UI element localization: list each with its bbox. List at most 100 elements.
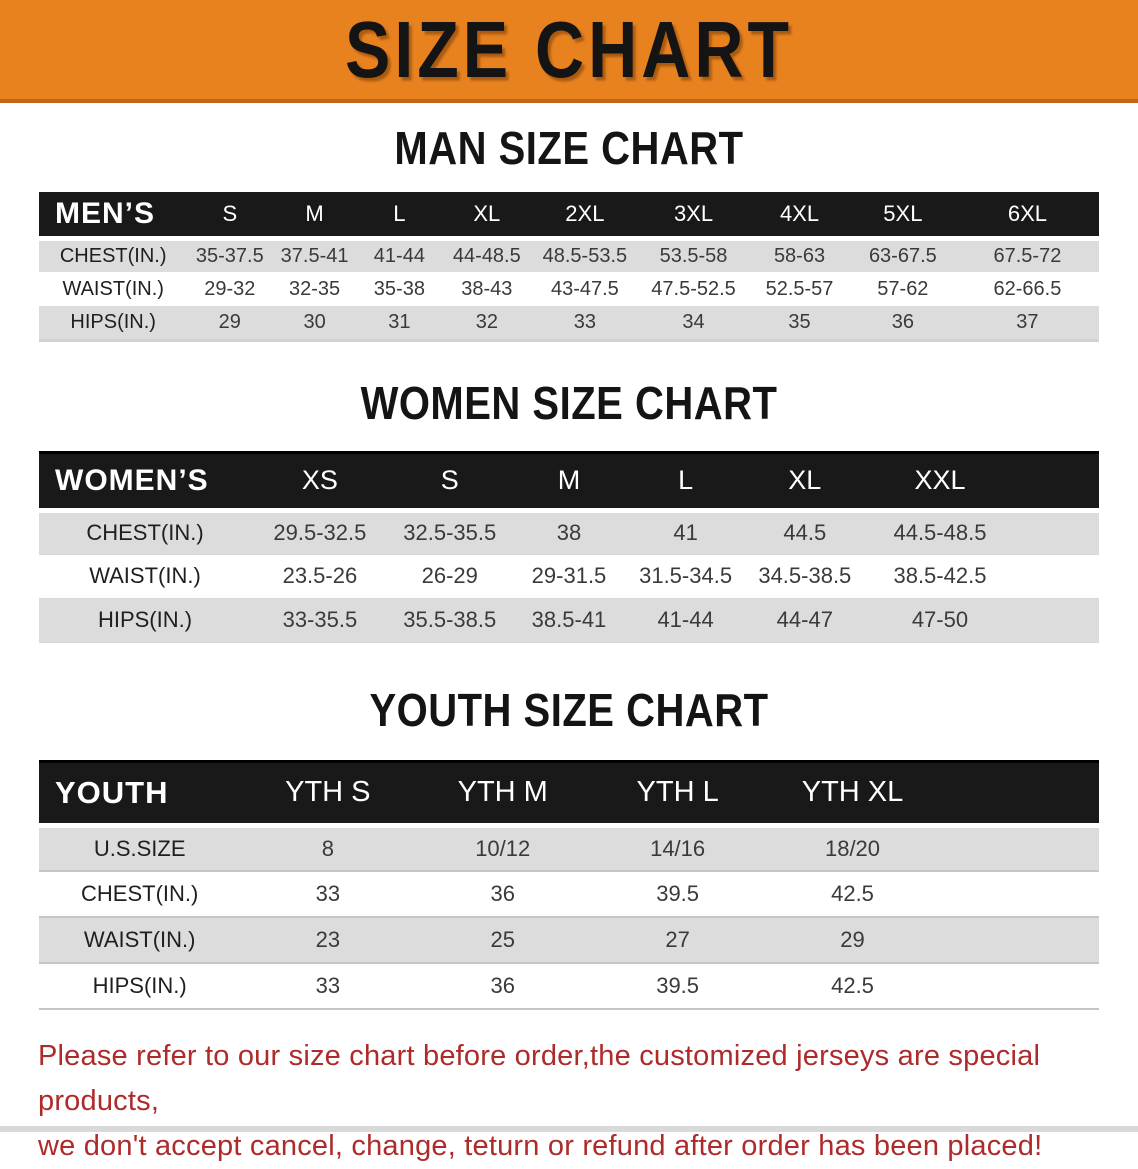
value-cell: 29-31.5	[510, 554, 628, 599]
value-cell: 44-47	[743, 598, 866, 643]
value-cell: 27	[590, 917, 766, 964]
value-cell: 23.5-26	[251, 554, 389, 599]
value-cell: 37.5-41	[272, 238, 357, 272]
men-col-header-m: M	[272, 192, 357, 241]
value-cell: 33	[240, 963, 416, 1010]
value-cell: 41-44	[627, 598, 744, 643]
men-hips-row: HIPS(IN.) 29 30 31 32 33 34 35 36 37	[39, 306, 1099, 342]
value-cell: 36	[415, 963, 591, 1010]
disclaimer-line-1: Please refer to our size chart before or…	[38, 1040, 1041, 1117]
row-label: WAIST(IN.)	[39, 554, 251, 599]
value-cell: 30	[272, 306, 357, 342]
women-section-heading: WOMEN SIZE CHART	[0, 378, 1138, 429]
value-cell: 47-50	[865, 598, 1015, 643]
value-cell: 38.5-42.5	[865, 554, 1015, 599]
value-cell: 34	[637, 306, 750, 342]
women-waist-row: WAIST(IN.) 23.5-26 26-29 29-31.5 31.5-34…	[39, 554, 1099, 599]
women-corner-label: WOMEN’S	[39, 450, 251, 513]
men-col-header-3xl: 3XL	[637, 192, 750, 241]
value-cell: 44.5	[743, 510, 866, 555]
women-col-header-xl: XL	[743, 450, 866, 513]
men-col-header-l: L	[356, 192, 442, 241]
value-cell: 25	[415, 917, 591, 964]
value-cell: 38.5-41	[510, 598, 628, 643]
men-col-header-4xl: 4XL	[749, 192, 850, 241]
spacer-cell	[939, 963, 1099, 1010]
disclaimer-text: Please refer to our size chart before or…	[38, 1034, 1118, 1169]
youth-col-header-m: YTH M	[415, 759, 591, 828]
value-cell: 26-29	[388, 554, 511, 599]
men-col-header-xl: XL	[441, 192, 532, 241]
value-cell: 41-44	[356, 238, 442, 272]
row-label: HIPS(IN.)	[39, 306, 188, 342]
row-label: HIPS(IN.)	[39, 963, 241, 1010]
value-cell: 43-47.5	[531, 272, 638, 306]
row-label: CHEST(IN.)	[39, 238, 188, 272]
value-cell: 32.5-35.5	[388, 510, 511, 555]
women-size-table: WOMEN’S XS S M L XL XXL CHEST(IN.) 29.5-…	[39, 450, 1099, 643]
row-label: HIPS(IN.)	[39, 598, 251, 643]
men-col-header-2xl: 2XL	[531, 192, 638, 241]
row-label: U.S.SIZE	[39, 825, 241, 872]
value-cell: 10/12	[415, 825, 591, 872]
value-cell: 36	[849, 306, 956, 342]
page-title: SIZE CHART	[345, 4, 793, 95]
value-cell: 35.5-38.5	[388, 598, 511, 643]
men-col-header-5xl: 5XL	[849, 192, 956, 241]
youth-ussize-row: U.S.SIZE 8 10/12 14/16 18/20	[39, 825, 1099, 872]
youth-section-heading: YOUTH SIZE CHART	[0, 685, 1138, 736]
value-cell: 57-62	[849, 272, 956, 306]
value-cell: 29-32	[187, 272, 273, 306]
youth-hips-row: HIPS(IN.) 33 36 39.5 42.5	[39, 963, 1099, 1010]
women-col-header-xs: XS	[251, 450, 389, 513]
bottom-edge-strip	[0, 1126, 1138, 1132]
value-cell: 29.5-32.5	[251, 510, 389, 555]
spacer-cell	[1014, 598, 1099, 643]
row-label: CHEST(IN.)	[39, 871, 241, 918]
spacer-cell	[939, 759, 1099, 828]
value-cell: 29	[765, 917, 940, 964]
youth-chest-row: CHEST(IN.) 33 36 39.5 42.5	[39, 871, 1099, 918]
youth-waist-row: WAIST(IN.) 23 25 27 29	[39, 917, 1099, 964]
value-cell: 18/20	[765, 825, 940, 872]
value-cell: 33	[531, 306, 638, 342]
women-col-header-xxl: XXL	[865, 450, 1015, 513]
youth-section-heading-text: YOUTH SIZE CHART	[369, 685, 769, 736]
men-col-header-s: S	[187, 192, 273, 241]
value-cell: 42.5	[765, 963, 940, 1010]
spacer-cell	[1014, 510, 1099, 555]
value-cell: 23	[240, 917, 416, 964]
spacer-cell	[939, 917, 1099, 964]
value-cell: 36	[415, 871, 591, 918]
value-cell: 34.5-38.5	[743, 554, 866, 599]
value-cell: 35	[749, 306, 850, 342]
value-cell: 58-63	[749, 238, 850, 272]
youth-header-row: YOUTH YTH S YTH M YTH L YTH XL	[39, 759, 1099, 828]
value-cell: 14/16	[590, 825, 766, 872]
women-section-heading-text: WOMEN SIZE CHART	[360, 378, 778, 429]
man-section-heading-text: MAN SIZE CHART	[394, 123, 744, 175]
row-label: WAIST(IN.)	[39, 917, 241, 964]
value-cell: 53.5-58	[637, 238, 750, 272]
value-cell: 63-67.5	[849, 238, 956, 272]
value-cell: 41	[627, 510, 744, 555]
men-size-table: MEN’S S M L XL 2XL 3XL 4XL 5XL 6XL CHEST…	[39, 192, 1099, 342]
men-waist-row: WAIST(IN.) 29-32 32-35 35-38 38-43 43-47…	[39, 272, 1099, 306]
value-cell: 62-66.5	[955, 272, 1099, 306]
value-cell: 29	[187, 306, 273, 342]
spacer-cell	[939, 871, 1099, 918]
value-cell: 31	[356, 306, 442, 342]
value-cell: 32-35	[272, 272, 357, 306]
value-cell: 35-38	[356, 272, 442, 306]
value-cell: 47.5-52.5	[637, 272, 750, 306]
value-cell: 31.5-34.5	[627, 554, 744, 599]
value-cell: 44.5-48.5	[865, 510, 1015, 555]
value-cell: 38-43	[441, 272, 532, 306]
man-section-heading: MAN SIZE CHART	[0, 124, 1138, 175]
women-chest-row: CHEST(IN.) 29.5-32.5 32.5-35.5 38 41 44.…	[39, 510, 1099, 555]
top-banner: SIZE CHART	[0, 0, 1138, 103]
men-col-header-6xl: 6XL	[955, 192, 1099, 241]
value-cell: 67.5-72	[955, 238, 1099, 272]
men-header-row: MEN’S S M L XL 2XL 3XL 4XL 5XL 6XL	[39, 192, 1099, 241]
women-header-row: WOMEN’S XS S M L XL XXL	[39, 450, 1099, 513]
